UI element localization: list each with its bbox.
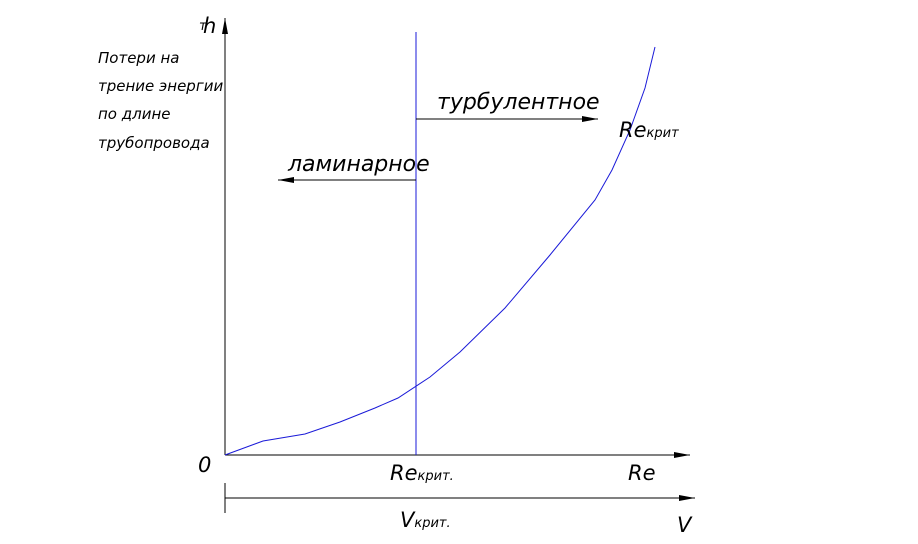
subscript: крит.	[418, 469, 454, 484]
annotation-line: трубопровода	[98, 134, 210, 152]
origin-label: 0	[198, 453, 211, 477]
v-label: V	[677, 513, 693, 537]
symbol: Re	[390, 461, 418, 485]
curve-critical-label: Reкрит	[619, 118, 679, 142]
y-label-small: т	[199, 19, 207, 34]
x-label: Re	[628, 461, 656, 485]
subscript: крит.	[414, 516, 450, 531]
laminar-label: ламинарное	[287, 152, 430, 177]
symbol: Re	[619, 118, 647, 142]
subscript: крит	[647, 126, 680, 141]
annotation-line: по длине	[98, 105, 171, 123]
loss-curve	[224, 46, 656, 456]
annotation-line: Потери на	[98, 49, 179, 67]
v-critical-label: Vкрит.	[400, 508, 451, 532]
y-label: h	[203, 14, 216, 38]
symbol: V	[400, 508, 416, 532]
annotation-line: трение энергии	[98, 77, 223, 95]
turbulent-label: турбулентное	[437, 90, 600, 115]
re-critical-label: Reкрит.	[390, 461, 454, 485]
